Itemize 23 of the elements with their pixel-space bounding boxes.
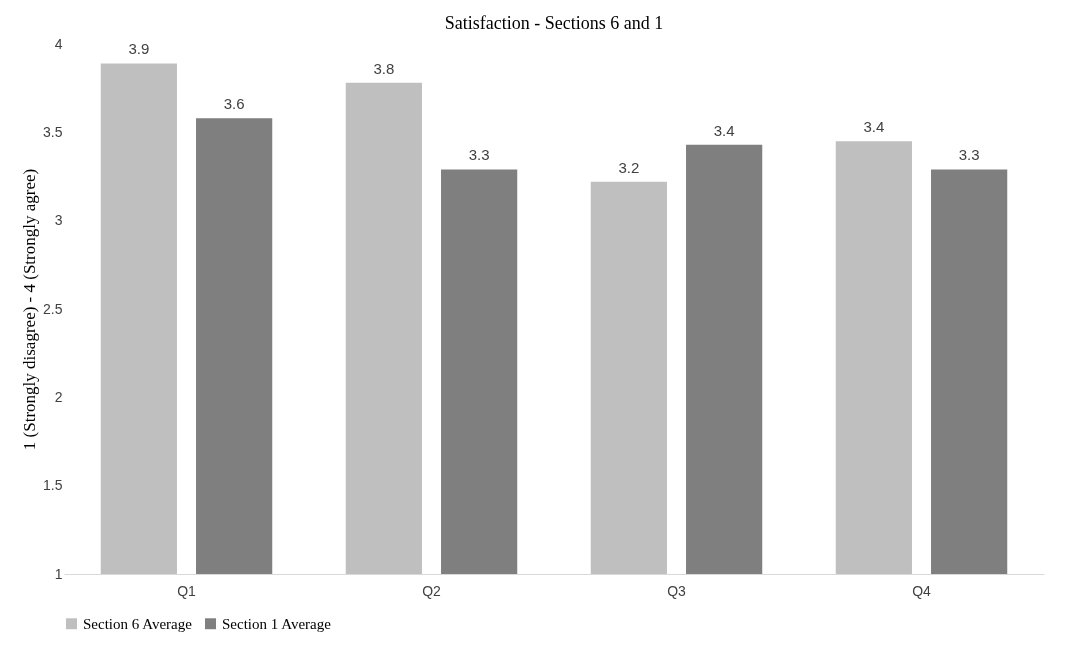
y-tick-label: 1.5 bbox=[43, 477, 63, 494]
data-label: 3.3 bbox=[468, 146, 490, 164]
data-label: 3.9 bbox=[128, 40, 150, 58]
y-tick-label: 2 bbox=[54, 388, 63, 405]
data-label: 3.4 bbox=[863, 118, 885, 136]
y-tick-label: 3 bbox=[54, 212, 63, 229]
x-tick-label: Q1 bbox=[177, 582, 197, 599]
legend-label: Section 6 Average bbox=[83, 615, 193, 632]
y-axis-title: 1 (Strongly disagree) - 4 (Strongly agree) bbox=[20, 168, 40, 451]
data-label: 3.6 bbox=[223, 95, 245, 113]
legend-label: Section 1 Average bbox=[222, 615, 332, 632]
y-tick-label: 2.5 bbox=[43, 300, 63, 317]
x-tick-label: Q3 bbox=[667, 582, 687, 599]
data-label: 3.3 bbox=[958, 146, 980, 164]
x-tick-label: Q4 bbox=[912, 582, 932, 599]
data-label: 3.4 bbox=[713, 121, 735, 139]
x-tick-label: Q2 bbox=[422, 582, 442, 599]
y-tick-label: 4 bbox=[54, 35, 63, 52]
data-label: 3.8 bbox=[373, 59, 395, 77]
y-tick-label: 3.5 bbox=[43, 123, 63, 140]
data-label: 3.2 bbox=[618, 158, 640, 176]
y-tick-label: 1 bbox=[54, 565, 63, 582]
chart-title: Satisfaction - Sections 6 and 1 bbox=[444, 13, 664, 33]
